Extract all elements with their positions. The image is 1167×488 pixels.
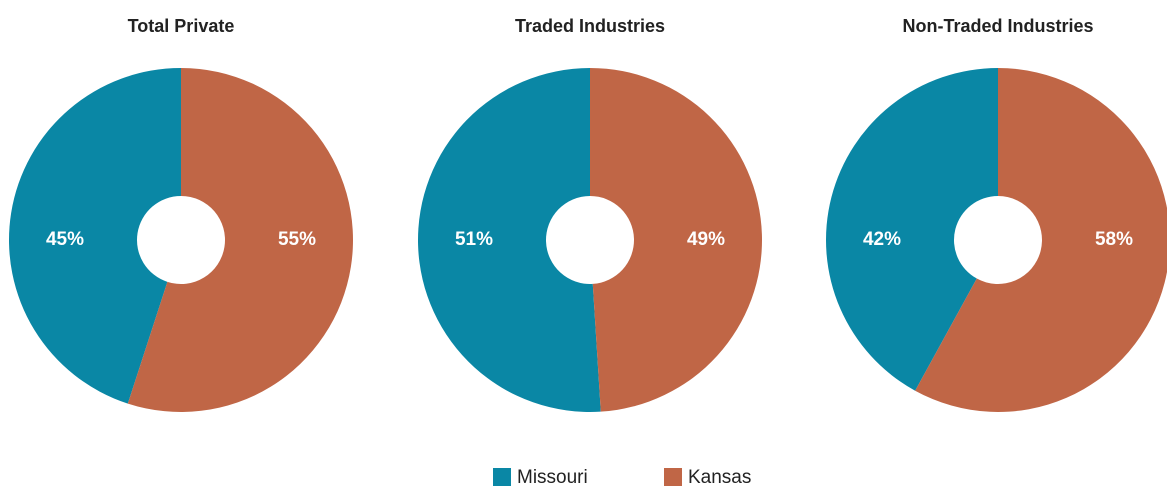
value-label: 45% [46, 229, 84, 250]
value-label: 49% [687, 229, 725, 250]
chart-title: Traded Industries [515, 16, 665, 36]
legend-swatch [664, 468, 682, 486]
slice [417, 68, 601, 413]
value-label: 51% [455, 229, 493, 250]
slice [826, 68, 998, 391]
slice [127, 68, 354, 412]
legend-label: Kansas [688, 467, 751, 488]
chart-title: Non-Traded Industries [902, 16, 1093, 36]
slice [9, 68, 181, 404]
value-label: 55% [278, 229, 316, 250]
chart-title: Total Private [128, 16, 235, 36]
legend-swatch [493, 468, 511, 486]
value-label: 58% [1095, 229, 1133, 250]
slice [590, 68, 762, 412]
value-label: 42% [863, 229, 901, 250]
legend-label: Missouri [517, 467, 588, 488]
slice [915, 68, 1167, 412]
